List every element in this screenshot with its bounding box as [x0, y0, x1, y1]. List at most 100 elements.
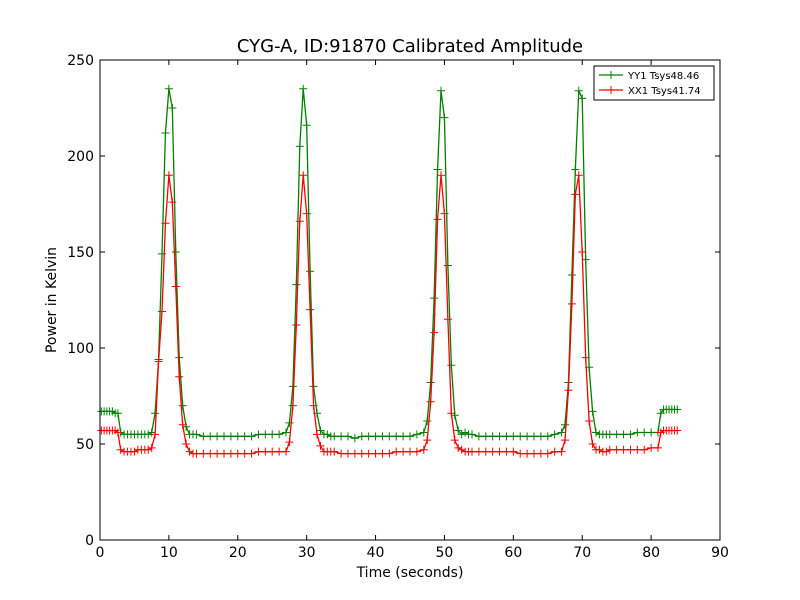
- data-point: [443, 261, 452, 270]
- data-point: [185, 447, 194, 456]
- data-point: [275, 430, 284, 439]
- data-point: [454, 426, 463, 435]
- legend-box: [593, 65, 715, 101]
- data-point: [406, 432, 414, 441]
- data-point: [330, 447, 339, 456]
- data-point: [147, 443, 156, 452]
- data-point: [151, 409, 160, 418]
- data-point: [147, 428, 156, 437]
- data-point: [288, 382, 297, 391]
- data-point: [509, 447, 518, 456]
- data-point: [323, 430, 332, 439]
- data-point: [178, 420, 187, 429]
- data-point: [268, 430, 277, 439]
- data-point: [182, 440, 191, 448]
- data-point: [595, 445, 604, 454]
- data-point: [536, 449, 545, 458]
- data-point: [378, 432, 387, 441]
- data-point: [423, 416, 432, 425]
- y-tick-label: 250: [67, 53, 94, 69]
- data-point: [433, 165, 442, 174]
- data-point: [437, 86, 445, 95]
- legend-label: YY1 Tsys48.46: [627, 71, 699, 82]
- data-point: [523, 432, 532, 441]
- data-point: [192, 449, 201, 458]
- data-point: [426, 397, 435, 406]
- data-point: [578, 94, 587, 103]
- data-point: [557, 428, 566, 437]
- data-point: [113, 428, 122, 437]
- data-point: [213, 449, 222, 458]
- y-tick-label: 200: [67, 149, 94, 165]
- data-point: [581, 353, 590, 362]
- data-point: [443, 315, 452, 324]
- data-point: [247, 449, 256, 458]
- data-point: [254, 430, 263, 439]
- data-point: [288, 401, 297, 410]
- data-point: [285, 418, 294, 427]
- data-point: [457, 445, 466, 454]
- data-point: [399, 432, 408, 441]
- data-point: [144, 445, 153, 454]
- legend-item: XX1 Tsys41.74: [599, 86, 701, 97]
- data-point: [226, 432, 235, 441]
- x-tick-label: 40: [367, 545, 385, 561]
- data-point: [640, 445, 649, 454]
- data-point: [488, 432, 497, 441]
- data-point: [299, 84, 308, 93]
- data-point: [116, 445, 125, 454]
- data-point: [240, 432, 249, 441]
- data-point: [433, 215, 442, 224]
- data-point: [561, 436, 569, 445]
- data-point: [612, 445, 621, 454]
- data-point: [516, 432, 525, 441]
- data-point: [585, 416, 594, 425]
- data-point: [299, 171, 308, 180]
- data-point: [557, 447, 566, 456]
- data-point: [337, 432, 346, 441]
- data-point: [247, 432, 256, 441]
- y-tick-label: 50: [76, 437, 94, 453]
- data-point: [430, 294, 439, 303]
- legend-label: XX1 Tsys41.74: [628, 86, 701, 97]
- data-point: [437, 171, 445, 180]
- data-point: [285, 438, 294, 447]
- data-point: [605, 430, 614, 439]
- data-point: [261, 430, 270, 439]
- data-point: [399, 447, 408, 456]
- data-point: [371, 449, 380, 458]
- data-point: [371, 432, 380, 441]
- data-point: [220, 432, 228, 441]
- axes-layer: 0 10 20 30 40 50 60 70 80 90 0 50 100 150 200 250: [67, 53, 729, 561]
- data-point: [592, 428, 600, 437]
- data-point: [550, 430, 559, 439]
- data-point: [530, 449, 538, 458]
- data-point: [419, 445, 428, 454]
- data-point: [350, 449, 359, 458]
- data-point: [673, 426, 682, 435]
- data-point: [440, 113, 449, 122]
- data-point: [654, 443, 662, 452]
- data-point: [543, 432, 552, 441]
- data-point: [412, 430, 421, 439]
- data-point: [302, 121, 311, 130]
- data-point: [385, 449, 394, 458]
- data-point: [571, 165, 580, 174]
- data-point: [561, 420, 569, 429]
- x-tick-label: 0: [96, 545, 105, 561]
- data-point: [175, 372, 184, 381]
- data-point: [450, 436, 459, 445]
- data-point: [426, 378, 435, 387]
- data-point: [164, 84, 173, 93]
- data-point: [350, 434, 359, 443]
- data-point: [633, 445, 642, 454]
- data-point: [292, 320, 301, 329]
- data-point: [292, 280, 301, 289]
- data-point: [640, 428, 649, 437]
- data-point: [113, 409, 122, 418]
- data-point: [619, 430, 628, 439]
- data-point: [530, 432, 538, 441]
- data-point: [588, 407, 597, 416]
- data-point: [199, 432, 208, 441]
